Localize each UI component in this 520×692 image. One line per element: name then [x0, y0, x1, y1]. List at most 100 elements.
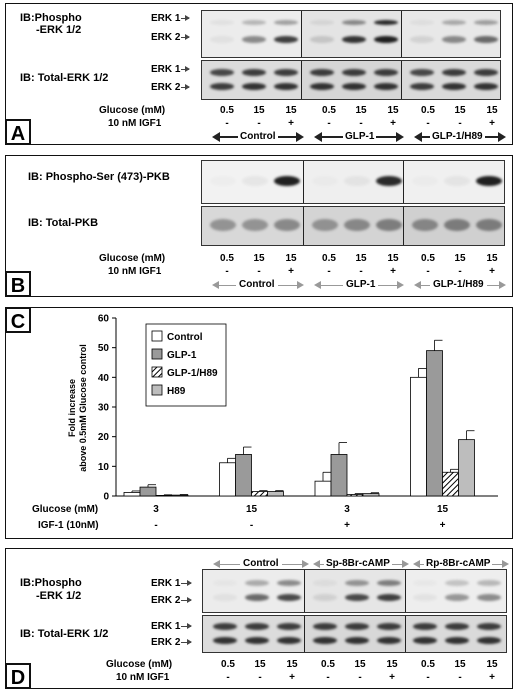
erk1-label: ERK 1: [151, 578, 181, 589]
blot-band: [210, 83, 234, 90]
glucose-value: 0.5: [321, 659, 335, 670]
igf-value: -: [226, 672, 230, 683]
igf-value: +: [289, 672, 295, 683]
erk1-label: ERK 1: [151, 13, 181, 24]
blot-band: [313, 580, 337, 586]
blot-band: [274, 69, 298, 76]
bar-h89: [267, 491, 284, 497]
glucose-value: 15: [454, 253, 466, 264]
bar-control: [123, 492, 141, 497]
blot-band: [274, 219, 300, 231]
igf-value: +: [489, 118, 495, 129]
glucose-value: 15: [355, 253, 367, 264]
blot-band: [242, 176, 268, 186]
blot-band: [410, 83, 434, 90]
blot-band: [345, 637, 369, 644]
erk1-total-label: ERK 1: [151, 64, 181, 75]
blot-band: [410, 69, 434, 76]
blot-band: [242, 219, 268, 231]
blot-band: [442, 69, 466, 76]
blot-band: [213, 637, 237, 644]
igf-value: +: [344, 520, 350, 531]
blot-section: [305, 570, 405, 612]
blot-band: [413, 623, 437, 630]
blot-band: [376, 219, 402, 231]
blot-band: [274, 36, 298, 43]
y-tick-label: 10: [98, 462, 110, 473]
blot-section: [202, 11, 302, 57]
ib-total-pkb-label: IB: Total-PKB: [28, 217, 99, 229]
blot-band: [245, 623, 269, 630]
phospho-pkb-blot: [201, 160, 505, 204]
igf-value: +: [288, 266, 294, 277]
igf-value: -: [154, 520, 158, 531]
blot-band: [345, 623, 369, 630]
ib-phospho-erk-label-2: -ERK 1/2: [36, 24, 82, 36]
glucose-value: 15: [454, 105, 466, 116]
igf-value: +: [390, 266, 396, 277]
blot-band: [310, 69, 334, 76]
blot-section: [406, 616, 506, 652]
blot-band: [342, 69, 366, 76]
ib-total-erk-label: IB: Total-ERK 1/2: [20, 628, 109, 640]
igf-value: -: [258, 672, 262, 683]
glucose-value: 0.5: [221, 659, 235, 670]
igf-value: +: [489, 672, 495, 683]
blot-band: [210, 20, 234, 25]
legend-swatch: [151, 330, 163, 342]
glucose-value: 15: [486, 659, 498, 670]
blot-band: [413, 580, 437, 586]
group-label-glp1-h89: GLP-1/H89: [430, 131, 485, 142]
glucose-value: 0.5: [421, 659, 435, 670]
blot-band: [445, 623, 469, 630]
panel-b: IB: Phospho-Ser (473)-PKB IB: Total-PKB …: [5, 155, 513, 297]
blot-band: [210, 36, 234, 43]
glucose-label: Glucose (mM): [99, 253, 166, 264]
bar-control: [410, 376, 427, 497]
group-label-sp-camp: Sp-8Br-cAMP: [324, 558, 392, 569]
glucose-value: 3: [344, 504, 350, 515]
blot-band: [277, 594, 301, 601]
total-pkb-blot: [201, 206, 505, 246]
group-label-control: Control: [236, 279, 278, 290]
glucose-value: 15: [285, 105, 297, 116]
blot-band: [245, 637, 269, 644]
igf-value: -: [327, 118, 331, 129]
group-label-glp1: GLP-1: [343, 279, 379, 290]
blot-band: [374, 69, 398, 76]
panel-letter-b: B: [5, 271, 31, 297]
blot-band: [410, 20, 434, 25]
blot-band: [476, 176, 502, 186]
blot-band: [210, 219, 236, 231]
blot-band: [210, 69, 234, 76]
phospho-erk-blot: [201, 10, 501, 58]
igf-label: 10 nM IGF1: [108, 266, 162, 277]
y-tick-label: 60: [98, 314, 110, 325]
glucose-label: Glucose (mM): [32, 504, 99, 515]
legend-label: GLP-1: [167, 350, 197, 361]
blot-band: [476, 219, 502, 231]
blot-band: [242, 20, 266, 25]
ib-phospho-pkb-label: IB: Phospho-Ser (473)-PKB: [28, 171, 170, 183]
y-tick-label: 20: [98, 432, 110, 443]
glucose-value: 15: [386, 659, 398, 670]
blot-band: [413, 637, 437, 644]
y-tick-label: 0: [103, 492, 109, 503]
bar-glp-1-h89: [251, 491, 268, 497]
erk2-total-label: ERK 2: [151, 82, 181, 93]
glucose-label: Glucose (mM): [99, 105, 166, 116]
panel-letter-a: A: [5, 119, 31, 145]
blot-band: [342, 20, 366, 25]
blot-band: [442, 36, 466, 43]
blot-band: [477, 580, 501, 586]
blot-band: [474, 20, 498, 25]
blot-band: [210, 176, 236, 186]
blot-band: [442, 83, 466, 90]
igf-value: -: [359, 266, 363, 277]
legend-swatch: [151, 366, 163, 378]
blot-band: [274, 83, 298, 90]
blot-band: [444, 176, 470, 186]
erk2-total-label: ERK 2: [151, 637, 181, 648]
glucose-value: 15: [245, 504, 258, 515]
blot-band: [445, 580, 469, 586]
